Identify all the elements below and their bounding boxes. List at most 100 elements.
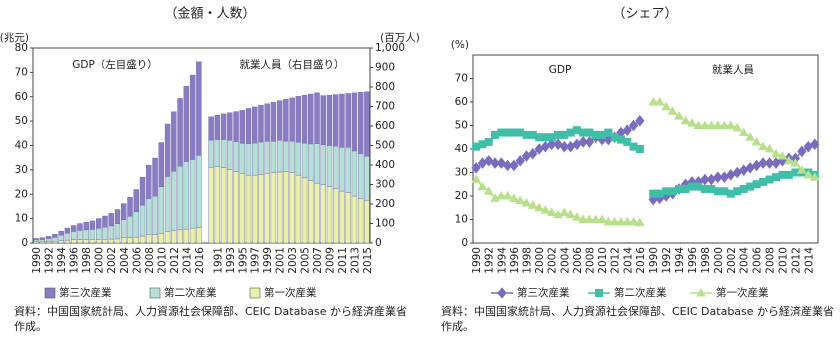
y2-tick-label: 800 <box>375 81 395 93</box>
bar-segment <box>233 171 239 244</box>
y-tick-label: 70 <box>455 73 468 85</box>
bar-segment <box>283 171 289 244</box>
point <box>528 147 538 160</box>
bar-segment <box>102 215 108 228</box>
point <box>746 182 755 191</box>
bar-segment <box>58 235 64 241</box>
bar-segment <box>127 215 133 238</box>
x-tick-label: 2000 <box>94 247 106 274</box>
point <box>713 171 723 184</box>
x-tick-label: 2006 <box>572 247 584 274</box>
x-tick-label: 2014 <box>622 247 634 274</box>
x-tick-label: 2012 <box>610 247 622 274</box>
point <box>745 132 756 141</box>
point <box>584 214 595 223</box>
x-tick-label: 2002 <box>726 247 738 274</box>
y-tick-label: 60 <box>15 91 28 103</box>
point <box>693 120 704 129</box>
bar-segment <box>308 93 314 145</box>
y2-tick-label: 400 <box>375 159 395 171</box>
bar-segment <box>33 238 39 241</box>
y2-tick-label: 600 <box>375 120 395 132</box>
chart-title: （シェア） <box>612 7 677 22</box>
bar-segment <box>364 156 370 201</box>
bar-segment <box>133 189 139 212</box>
x-tick-label: 2000 <box>534 247 546 274</box>
x-tick-label: 2006 <box>752 247 764 274</box>
bar-segment <box>301 177 308 244</box>
x-tick-label: 2015 <box>362 247 374 274</box>
x-tick-label: 2008 <box>765 247 777 274</box>
x-tick-label: 1998 <box>700 247 712 274</box>
bar-segment <box>96 228 102 240</box>
point <box>797 145 807 158</box>
point <box>559 207 570 216</box>
bar-segment <box>264 172 270 244</box>
y-tick-label: 30 <box>455 167 468 179</box>
point <box>772 173 780 182</box>
source-note: 資料：中国国家統計局、人力資源社会保障部、CEIC Database から経済産… <box>14 305 408 333</box>
bar-segment <box>345 147 351 193</box>
y2-tick-label: 1,000 <box>375 42 405 54</box>
point <box>751 136 762 146</box>
point <box>553 209 563 219</box>
bar-segment <box>220 167 227 244</box>
x-tick-label: 1998 <box>81 247 93 274</box>
point <box>509 193 519 202</box>
bar-segment <box>357 198 364 244</box>
point <box>628 216 639 226</box>
bar-segment <box>245 174 252 244</box>
bar-segment <box>89 239 96 244</box>
bar-segment <box>83 239 89 244</box>
bar-segment <box>333 188 339 244</box>
x-tick-label: 1994 <box>674 247 686 274</box>
point <box>720 187 729 196</box>
x-tick-label: 1990 <box>471 247 483 274</box>
bar-segment <box>83 229 89 240</box>
bar-segment <box>227 112 233 141</box>
point <box>700 184 709 193</box>
bar-segment <box>83 222 89 231</box>
point <box>484 137 493 146</box>
bar-segment <box>220 139 227 168</box>
bar-segment <box>314 143 320 184</box>
bar-segment <box>77 223 83 231</box>
point <box>515 195 526 205</box>
legend-marker <box>595 289 603 297</box>
bar-segment <box>351 92 358 152</box>
point <box>565 209 576 219</box>
bar-segment <box>39 239 46 242</box>
bar-segment <box>64 239 71 244</box>
bar-segment <box>220 113 227 140</box>
bar-segment <box>295 96 302 143</box>
bar-segment <box>102 238 108 244</box>
y2-tick-label: 200 <box>375 198 395 210</box>
point <box>778 170 787 179</box>
bar-segment <box>108 238 114 244</box>
bar-segment <box>326 145 333 187</box>
line <box>653 101 816 178</box>
legend-marker <box>696 287 706 297</box>
x-tick-label: 1996 <box>687 247 699 274</box>
bar-segment <box>189 74 196 160</box>
point <box>687 118 697 127</box>
x-tick-label: 2005 <box>300 247 312 274</box>
point <box>726 189 735 198</box>
point <box>622 124 632 137</box>
y-tick-label: 50 <box>15 115 28 127</box>
bar-segment <box>89 229 96 240</box>
y2-tick-label: 0 <box>375 237 382 249</box>
x-tick-label: 1993 <box>225 247 237 274</box>
bar-segment <box>121 219 127 238</box>
bar-segment <box>364 200 370 244</box>
y-tick-label: 60 <box>455 96 468 108</box>
bar-segment <box>357 153 364 199</box>
point <box>477 181 488 191</box>
point <box>733 187 742 196</box>
y-tick-label: 50 <box>455 120 468 132</box>
x-tick-label: 2000 <box>713 247 725 274</box>
bar-segment <box>357 92 364 154</box>
bar-segment <box>295 141 302 176</box>
bar-segment <box>208 116 214 141</box>
point <box>540 205 551 214</box>
